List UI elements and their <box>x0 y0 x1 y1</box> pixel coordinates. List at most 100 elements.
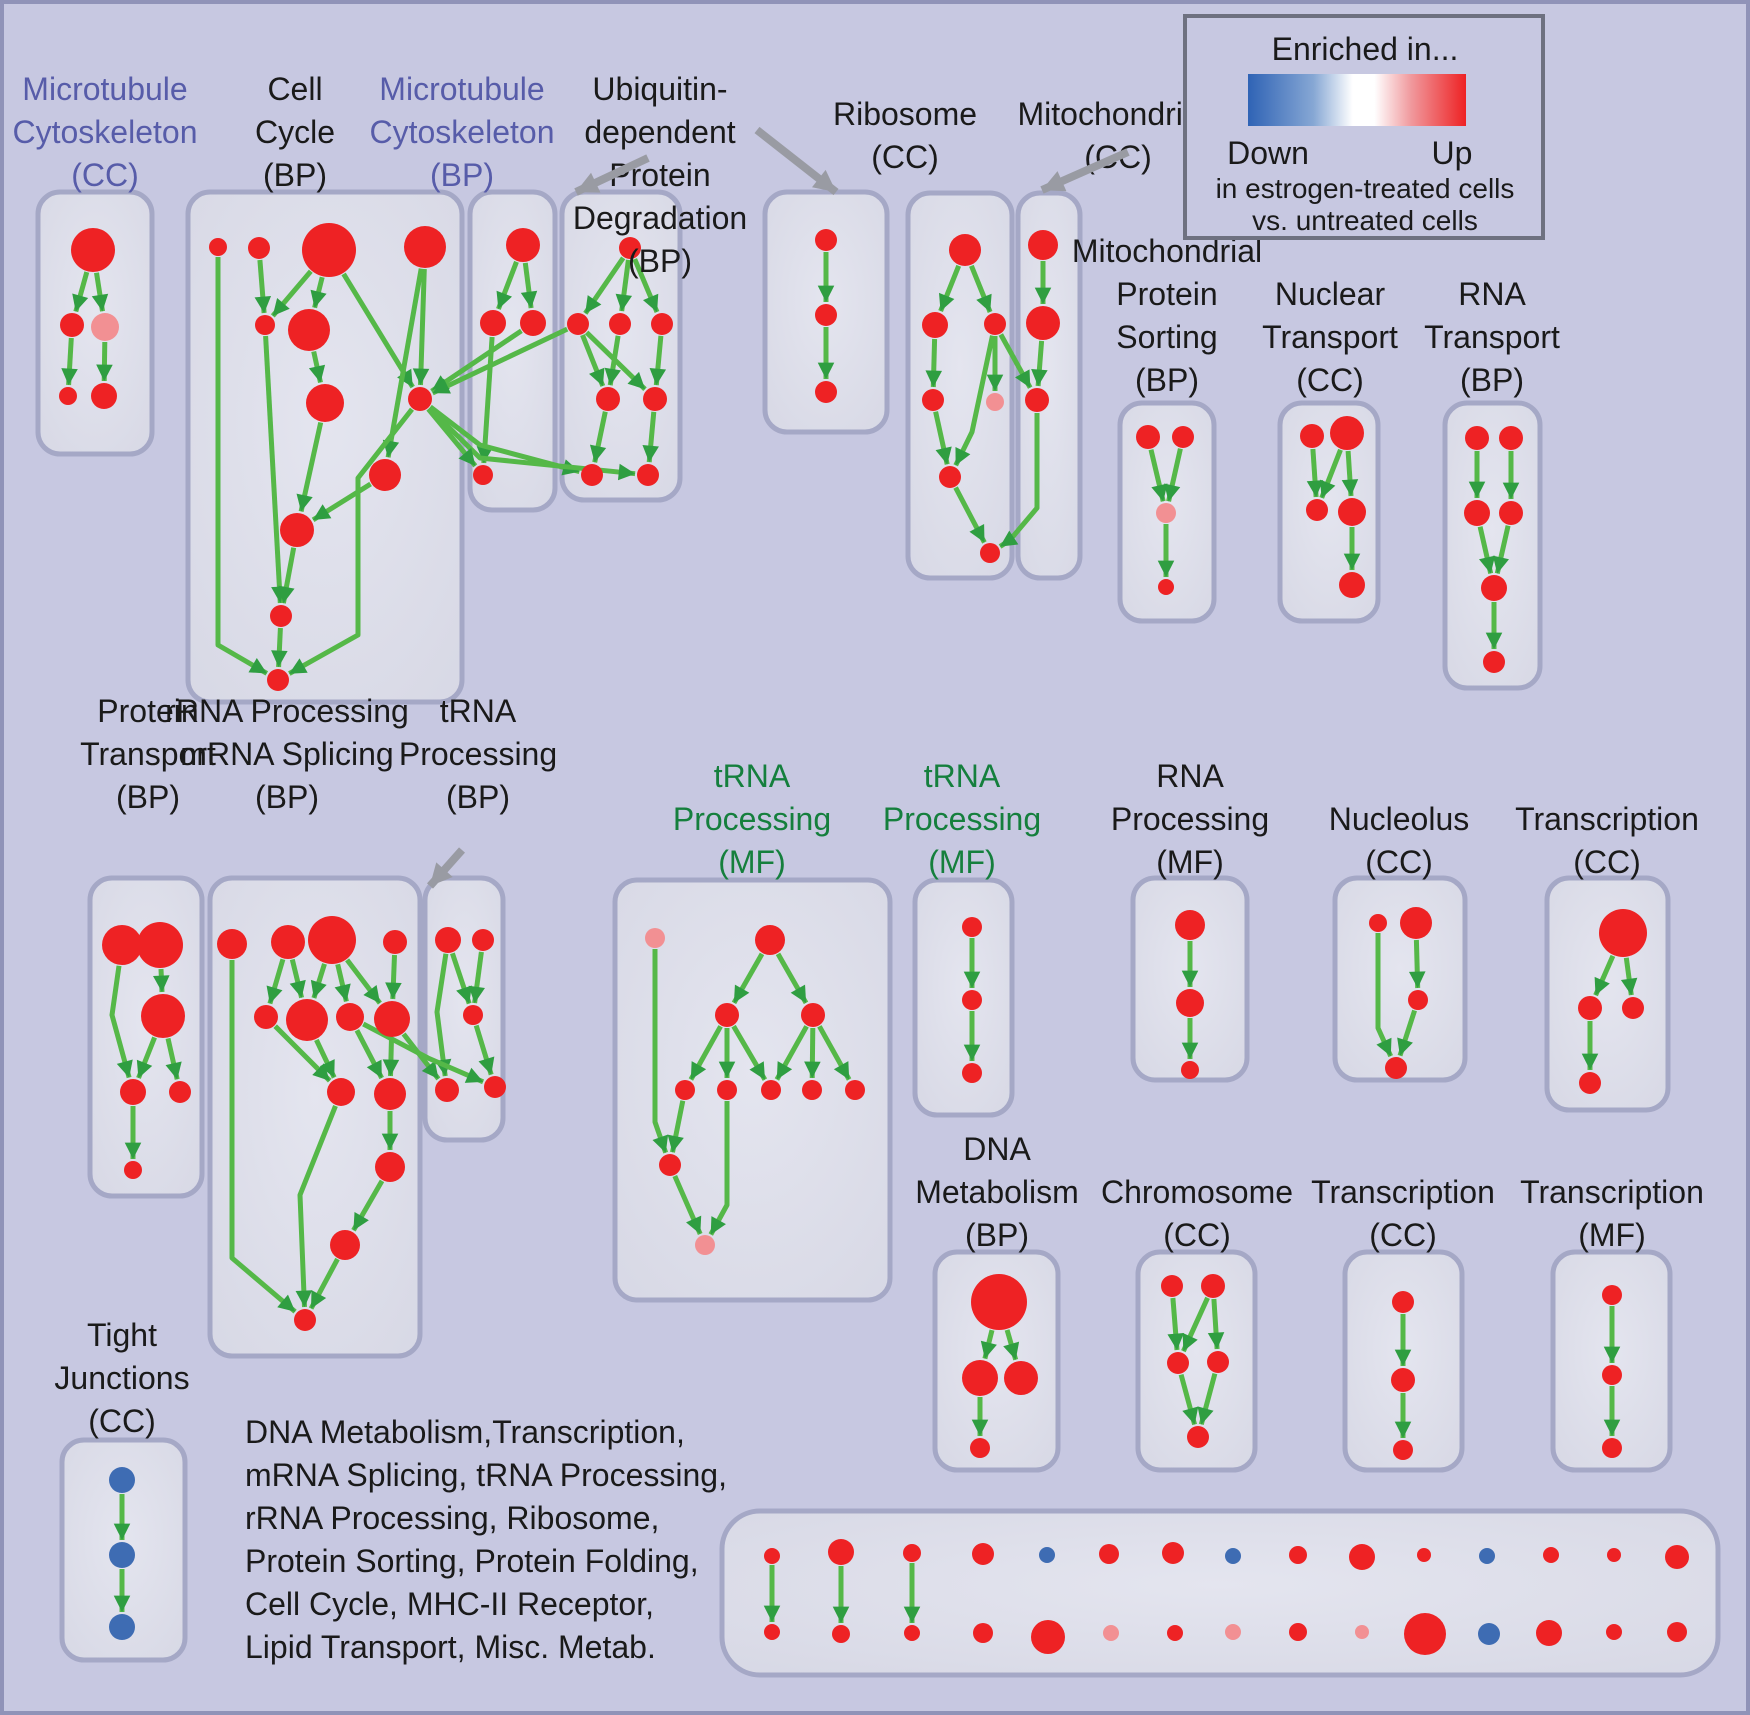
go-term-node <box>383 930 407 954</box>
annotation-arrow <box>427 847 465 889</box>
go-edge-arrow <box>1319 448 1343 499</box>
go-edge-arrow <box>385 954 402 1000</box>
go-edge-arrow <box>263 335 288 604</box>
go-edge-arrow <box>254 259 272 314</box>
go-term-node <box>764 1624 780 1640</box>
go-edge-arrow <box>583 256 626 315</box>
go-term-node <box>480 310 506 336</box>
cluster-label-line: Cycle <box>255 114 335 150</box>
go-term-node <box>1385 1057 1407 1079</box>
cluster-label-line: Transcription <box>1520 1174 1704 1210</box>
go-edge-arrow <box>314 1038 337 1079</box>
go-edge-arrow <box>476 336 495 464</box>
go-edge-arrow <box>1164 448 1183 502</box>
go-term-node <box>1417 1548 1431 1562</box>
go-term-node <box>408 387 432 411</box>
go-term-node <box>1099 1544 1119 1564</box>
go-edge-arrow <box>431 326 569 396</box>
go-edge-arrow <box>604 335 621 386</box>
go-term-node <box>1499 426 1523 450</box>
legend-title: Enriched in... <box>1272 31 1459 67</box>
misc-terms-text-line: Protein Sorting, Protein Folding, <box>245 1543 699 1579</box>
go-edge-arrow <box>288 407 414 676</box>
go-edge-arrow <box>580 334 606 387</box>
cluster-label-line: tRNA <box>714 758 791 794</box>
go-term-node <box>815 304 837 326</box>
go-term-node <box>1602 1438 1622 1458</box>
go-term-node <box>1136 425 1160 449</box>
go-term-node <box>1176 989 1204 1017</box>
go-term-node <box>949 234 981 266</box>
go-term-node <box>832 1625 850 1643</box>
go-edge-arrow <box>473 1024 495 1076</box>
cluster-label-line: (CC) <box>1369 1217 1437 1253</box>
go-edge-arrow <box>652 949 669 1154</box>
go-term-node <box>520 310 546 336</box>
go-edge-arrow <box>938 264 962 313</box>
cluster-label-line: (BP) <box>446 779 510 815</box>
go-term-node <box>1306 499 1328 521</box>
go-term-node <box>91 383 117 409</box>
go-edge-arrow <box>642 411 659 463</box>
go-term-node <box>1607 1548 1621 1562</box>
go-edge-arrow <box>804 1027 821 1079</box>
go-term-node <box>637 464 659 486</box>
cluster-label-line: Transcription <box>1515 801 1699 837</box>
cluster-label-line: (CC) <box>871 139 939 175</box>
go-term-node <box>659 1154 681 1176</box>
cluster-label-line: (MF) <box>1156 844 1224 880</box>
go-term-node <box>972 1543 994 1565</box>
go-term-node <box>1481 575 1507 601</box>
go-term-node <box>330 1230 360 1260</box>
go-edge-arrow <box>334 963 351 1002</box>
go-term-node <box>717 1080 737 1100</box>
go-edge-arrow <box>61 337 78 386</box>
go-term-node <box>581 464 603 486</box>
go-term-node <box>1025 388 1049 412</box>
go-term-node <box>91 313 119 341</box>
go-term-node <box>1225 1548 1241 1564</box>
go-term-node <box>369 459 401 491</box>
go-term-node <box>1349 1544 1375 1570</box>
go-edge-arrow <box>351 1179 385 1232</box>
cluster-label-line: Processing <box>1111 801 1269 837</box>
go-term-node <box>1408 990 1428 1010</box>
cluster-label-line: Chromosome <box>1101 1174 1293 1210</box>
go-term-node <box>903 1544 921 1562</box>
go-term-node <box>404 226 446 268</box>
go-edge-arrow <box>450 952 472 1005</box>
go-term-node <box>1103 1625 1119 1641</box>
go-term-node <box>845 1080 865 1100</box>
go-term-node <box>973 1623 993 1643</box>
legend-subtitle-line1: in estrogen-treated cells <box>1216 173 1515 204</box>
go-term-node <box>169 1081 191 1103</box>
cluster-label-line: Sorting <box>1116 319 1217 355</box>
go-edge-arrow <box>289 958 306 999</box>
go-edge-arrow <box>1375 933 1393 1058</box>
go-edge-arrow <box>229 960 297 1314</box>
go-term-node <box>1031 1620 1065 1654</box>
cluster-label-line: (CC) <box>1296 362 1364 398</box>
go-term-node <box>327 1078 355 1106</box>
go-term-node <box>1172 426 1194 448</box>
go-term-node <box>1175 910 1205 940</box>
go-term-node <box>1622 997 1644 1019</box>
go-edge-arrow <box>1031 340 1048 387</box>
legend-gradient-bar <box>1248 74 1466 126</box>
go-term-node <box>102 925 142 965</box>
cluster-label-line: Tight <box>87 1317 157 1353</box>
go-edge-arrow <box>925 338 943 388</box>
go-edge-arrow <box>426 407 478 468</box>
go-edge-arrow <box>1477 526 1496 574</box>
go-term-node <box>1599 909 1647 957</box>
go-edge-arrow <box>215 257 269 676</box>
cluster-label-line: (BP) <box>965 1217 1029 1253</box>
cluster-label-line: Nuclear <box>1275 276 1386 312</box>
go-term-node <box>1665 1545 1689 1569</box>
cluster-label-line: (BP) <box>628 243 692 279</box>
cluster-label-line: Transport <box>1262 319 1398 355</box>
go-term-node <box>764 1548 780 1564</box>
go-term-node <box>1465 426 1489 450</box>
go-term-node <box>374 1001 410 1037</box>
